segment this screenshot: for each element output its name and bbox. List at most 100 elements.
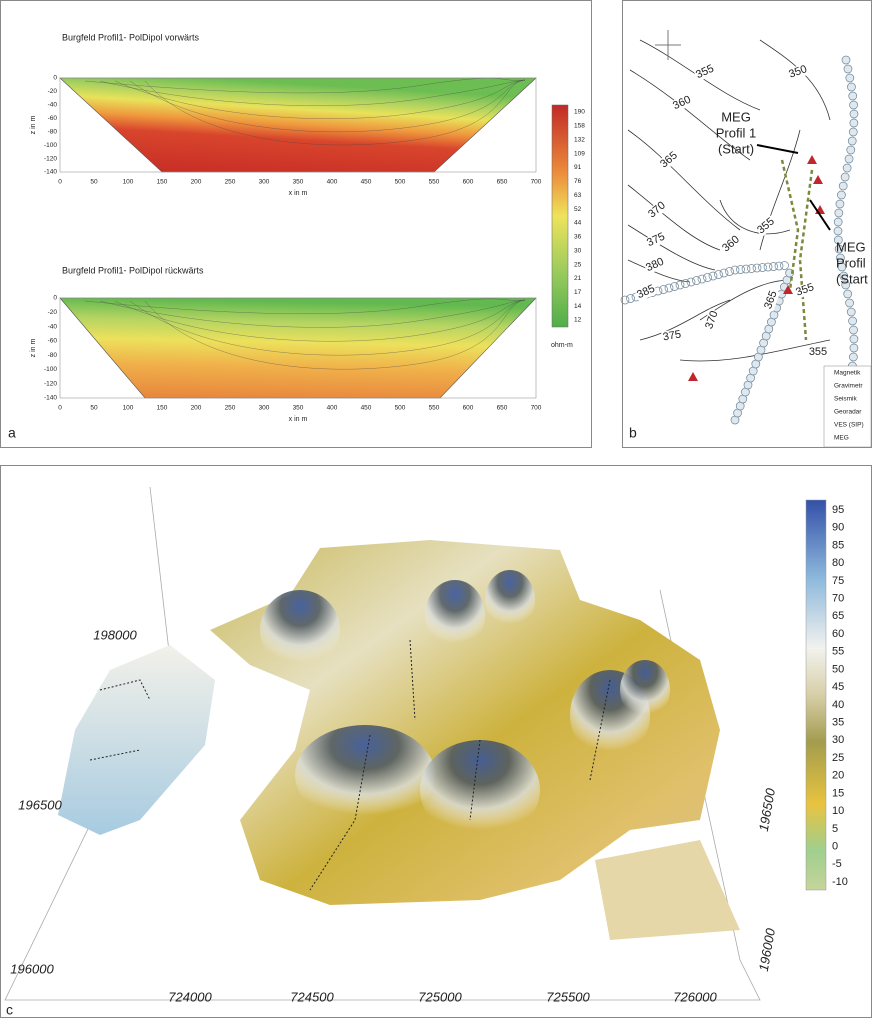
contour-line [627, 259, 691, 283]
colorbar-tick-label: 12 [574, 317, 582, 324]
survey-point [692, 276, 701, 285]
survey-point [763, 262, 773, 272]
colorbar-tick-label: 44 [574, 220, 582, 227]
x-tick-label: 0 [58, 179, 62, 186]
y-tick-label: -100 [44, 142, 57, 149]
x-tick-label: 400 [327, 405, 338, 412]
surface-peak [485, 570, 535, 630]
survey-point [839, 271, 849, 281]
x-tick-label: 250 [225, 405, 236, 412]
annotation: Profil [836, 255, 866, 270]
annotation: Profil 1 [716, 125, 756, 140]
colorbar-tick-label: 25 [832, 752, 844, 764]
contour-line [759, 129, 801, 251]
y-tick-label: -60 [48, 338, 58, 345]
contour-label: 355 [809, 346, 827, 358]
plot-title: Burgfeld Profil1- PolDipol vorwärts [62, 32, 200, 42]
survey-point [836, 253, 845, 263]
y-tick-label: -20 [48, 88, 58, 95]
annotation: (Start [836, 271, 868, 286]
survey-point [714, 270, 723, 279]
colorbar-tick-label: 14 [574, 303, 582, 310]
survey-point [774, 261, 784, 271]
contour-label-bg [793, 280, 817, 300]
colorbar-tick-label: 132 [574, 136, 585, 143]
legend-entry: MEG [834, 435, 849, 442]
y-tick-label: -60 [48, 115, 58, 122]
survey-point [837, 190, 846, 200]
survey-point [708, 271, 718, 281]
colorbar-tick-label: 109 [574, 150, 585, 157]
colorbar-tick-label: 40 [832, 699, 844, 711]
y-tick-label: -120 [44, 380, 57, 387]
survey-point [833, 217, 843, 227]
survey-point [849, 118, 859, 128]
x-tick-label: 300 [259, 179, 270, 186]
annotation: MEG [836, 239, 866, 254]
x-tick-label: 50 [90, 179, 98, 186]
legend-entry: Magnetik [834, 370, 861, 377]
y-axis-label: z in m [30, 115, 37, 134]
ves-marker [807, 155, 817, 164]
survey-point [833, 226, 843, 236]
colorbar-tick-label: -10 [832, 876, 848, 888]
survey-point [725, 267, 734, 276]
x-tick-label: 0 [58, 405, 62, 412]
contour-label-bg [761, 288, 781, 312]
surface-peak [620, 660, 670, 720]
survey-point [659, 285, 668, 294]
contour-label: 365 [658, 149, 680, 170]
survey-point [847, 82, 856, 92]
contour-label-bg [808, 346, 828, 358]
surface-fan [595, 840, 740, 940]
contour-label: 375 [662, 328, 682, 343]
colorbar-tick-label: 35 [832, 716, 844, 728]
survey-point [843, 289, 853, 299]
contour-line [99, 299, 526, 328]
colorbar-tick-label: 17 [574, 289, 582, 296]
survey-point [849, 352, 858, 362]
contour-label: 365 [762, 289, 780, 310]
colorbar-tick-label: 50 [832, 663, 844, 675]
colorbar-tick-label: 63 [574, 192, 582, 199]
x-tick-label: 300 [259, 405, 270, 412]
y-tick-label: -80 [48, 352, 58, 359]
meg-line [780, 159, 814, 341]
contour-label-bg [634, 282, 658, 302]
contour-label-bg [657, 148, 681, 172]
survey-point [846, 307, 856, 317]
axis-frame [4, 486, 761, 1001]
contour-line [84, 78, 526, 94]
survey-point [741, 264, 751, 274]
y-tick-label: -80 [48, 128, 58, 135]
survey-point [769, 262, 778, 271]
survey-point [840, 172, 850, 182]
ves-marker [783, 285, 793, 294]
y-tick-label: 0 [53, 75, 57, 82]
y-tick-label: 196000 [10, 961, 54, 976]
contour-line [84, 298, 526, 314]
survey-point [845, 73, 855, 83]
x-tick-label: 726000 [673, 989, 717, 1004]
y-tick-label: 196500 [756, 786, 778, 832]
colorbar-tick-label: 85 [832, 539, 844, 551]
survey-point [849, 109, 859, 119]
annotation: MEG [721, 109, 751, 124]
colorbar-tick-label: 95 [832, 504, 844, 516]
contour-line [639, 299, 731, 341]
contour-label-bg [786, 62, 810, 82]
colorbar-tick-label: 10 [832, 805, 844, 817]
plot-title: Burgfeld Profil1- PolDipol rückwärts [62, 265, 204, 275]
colorbar-tick-label: 158 [574, 123, 585, 130]
survey-point [834, 208, 844, 218]
y-axis-label: z in m [30, 338, 37, 357]
survey-point [833, 235, 843, 245]
contour-line [627, 129, 741, 231]
colorbar-tick-label: -5 [832, 858, 842, 870]
contour-label-bg [645, 198, 669, 222]
survey-point [844, 154, 854, 164]
contour-label: 370 [703, 309, 721, 330]
contour-label: 355 [794, 281, 815, 299]
contour-label-bg [644, 230, 668, 250]
